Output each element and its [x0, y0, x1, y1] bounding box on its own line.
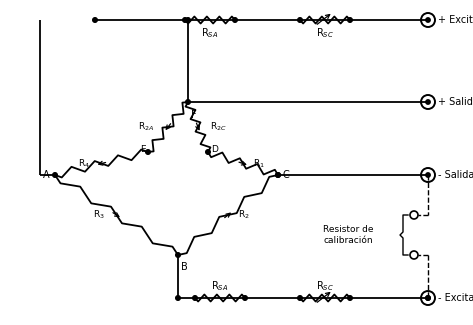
Text: R$_2$: R$_2$: [238, 209, 250, 221]
Circle shape: [426, 100, 430, 104]
Text: R$_{2A}$: R$_{2A}$: [138, 121, 154, 133]
Text: R$_{SA}$: R$_{SA}$: [201, 26, 219, 40]
Text: R$_4$: R$_4$: [78, 157, 89, 170]
Text: + Salida: + Salida: [438, 97, 473, 107]
Circle shape: [146, 150, 150, 154]
Text: R$_1$: R$_1$: [253, 157, 265, 170]
Circle shape: [276, 173, 280, 177]
Text: B: B: [181, 262, 188, 272]
Circle shape: [426, 173, 430, 177]
Circle shape: [193, 296, 197, 300]
Circle shape: [426, 296, 430, 300]
Text: R$_{SC}$: R$_{SC}$: [316, 279, 334, 293]
Text: R$_{SA}$: R$_{SA}$: [211, 279, 228, 293]
Circle shape: [175, 253, 180, 257]
Circle shape: [348, 18, 352, 22]
Text: Resistor de
calibración: Resistor de calibración: [323, 225, 373, 245]
Circle shape: [53, 173, 57, 177]
Text: E: E: [140, 145, 146, 154]
Text: - Excitación: - Excitación: [438, 293, 473, 303]
Circle shape: [298, 296, 302, 300]
Circle shape: [206, 150, 210, 154]
Circle shape: [348, 296, 352, 300]
Circle shape: [183, 18, 187, 22]
Circle shape: [186, 100, 190, 104]
Circle shape: [276, 173, 280, 177]
Circle shape: [175, 296, 180, 300]
Text: C: C: [282, 170, 289, 180]
Circle shape: [93, 18, 97, 22]
Text: F: F: [191, 110, 197, 120]
Circle shape: [186, 18, 190, 22]
Text: R$_{2C}$: R$_{2C}$: [210, 121, 227, 133]
Text: - Salida: - Salida: [438, 170, 473, 180]
Text: D: D: [211, 145, 218, 154]
Text: A: A: [44, 170, 50, 180]
Circle shape: [243, 296, 247, 300]
Text: + Excitación: + Excitación: [438, 15, 473, 25]
Circle shape: [426, 296, 430, 300]
Circle shape: [298, 18, 302, 22]
Circle shape: [233, 18, 237, 22]
Circle shape: [426, 18, 430, 22]
Text: R$_{SC}$: R$_{SC}$: [316, 26, 334, 40]
Text: R$_3$: R$_3$: [93, 209, 105, 221]
